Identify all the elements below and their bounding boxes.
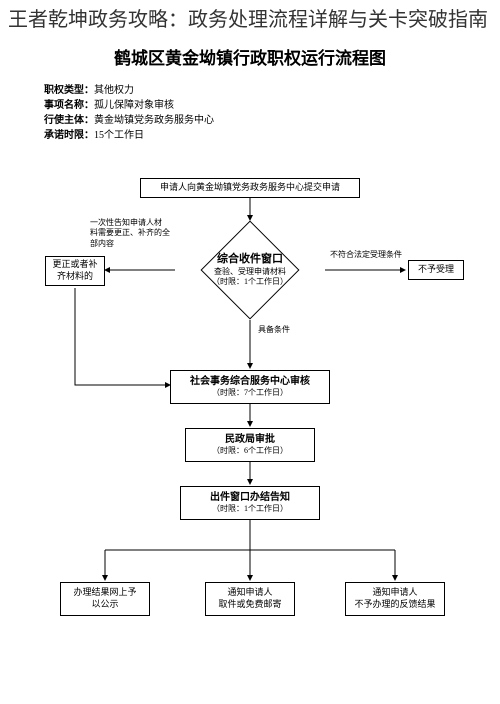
meta-value: 其他权力 xyxy=(94,85,134,96)
node-text: 申请人向黄金坳镇党务政务服务中心提交申请 xyxy=(160,182,340,194)
note-line: 料需要更正、补齐的全 xyxy=(90,228,175,238)
node-line: 取件或免费邮寄 xyxy=(218,599,281,611)
node-line: 齐材料的 xyxy=(57,271,93,283)
meta-label: 行使主体： xyxy=(44,115,94,126)
meta-value: 孤儿保障对象审核 xyxy=(94,100,174,111)
meta-value: 黄金坳镇党务政务服务中心 xyxy=(94,115,214,126)
node-publish: 办理结果网上予 以公示 xyxy=(60,582,150,616)
chart-title: 鹤城区黄金坳镇行政职权运行流程图 xyxy=(0,44,500,69)
meta-label: 承诺时限： xyxy=(44,130,94,141)
node-notify-ok: 通知申请人 取件或免费邮寄 xyxy=(205,582,295,616)
node-sub: （时限：1个工作日） xyxy=(212,277,288,287)
meta-row: 事项名称：孤儿保障对象审核 xyxy=(44,98,500,113)
node-notify-no: 通知申请人 不予办理的反馈结果 xyxy=(345,582,445,616)
meta-value: 15个工作日 xyxy=(94,130,144,141)
node-sub: （时限：7个工作日） xyxy=(212,388,288,398)
node-sub: （时限：6个工作日） xyxy=(212,446,288,456)
node-line: 不予办理的反馈结果 xyxy=(354,599,435,611)
meta-label: 事项名称： xyxy=(44,100,94,111)
note-line: 部内容 xyxy=(90,239,175,249)
node-title: 社会事务综合服务中心审核 xyxy=(190,375,310,388)
node-title: 综合收件窗口 xyxy=(217,252,283,266)
note-right: 不符合法定受理条件 xyxy=(330,250,402,260)
node-title: 出件窗口办结告知 xyxy=(210,491,290,504)
meta-row: 承诺时限：15个工作日 xyxy=(44,128,500,143)
node-submit: 申请人向黄金坳镇党务政务服务中心提交申请 xyxy=(140,178,360,198)
node-line: 通知申请人 xyxy=(227,587,272,599)
node-approve: 民政局审批 （时限：6个工作日） xyxy=(185,428,315,462)
article-title: 王者乾坤政务攻略：政务处理流程详解与关卡突破指南 xyxy=(0,0,500,38)
flowchart: 申请人向黄金坳镇党务政务服务中心提交申请 综合收件窗口 查验、受理申请材料 （时… xyxy=(0,160,500,704)
node-intake-diamond: 综合收件窗口 查验、受理申请材料 （时限：1个工作日） xyxy=(175,220,325,320)
node-line: 通知申请人 xyxy=(372,587,417,599)
node-review: 社会事务综合服务中心审核 （时限：7个工作日） xyxy=(170,370,330,404)
node-sub: （时限：1个工作日） xyxy=(212,504,288,514)
meta-block: 职权类型：其他权力 事项名称：孤儿保障对象审核 行使主体：黄金坳镇党务政务服务中… xyxy=(44,83,500,143)
node-correct: 更正或者补 齐材料的 xyxy=(45,256,105,286)
meta-row: 行使主体：黄金坳镇党务政务服务中心 xyxy=(44,113,500,128)
note-line: 一次性告知申请人材 xyxy=(90,218,175,228)
meta-row: 职权类型：其他权力 xyxy=(44,83,500,98)
node-title: 民政局审批 xyxy=(225,433,275,446)
node-line: 更正或者补 xyxy=(52,259,97,271)
node-output: 出件窗口办结告知 （时限：1个工作日） xyxy=(180,486,320,520)
node-text: 不予受理 xyxy=(418,264,454,276)
node-reject: 不予受理 xyxy=(408,260,464,280)
node-sub: 查验、受理申请材料 xyxy=(214,267,286,277)
note-left: 一次性告知申请人材 料需要更正、补齐的全 部内容 xyxy=(90,218,175,249)
meta-label: 职权类型： xyxy=(44,85,94,96)
node-line: 以公示 xyxy=(91,599,118,611)
label-has-condition: 具备条件 xyxy=(258,325,290,335)
node-line: 办理结果网上予 xyxy=(73,587,136,599)
